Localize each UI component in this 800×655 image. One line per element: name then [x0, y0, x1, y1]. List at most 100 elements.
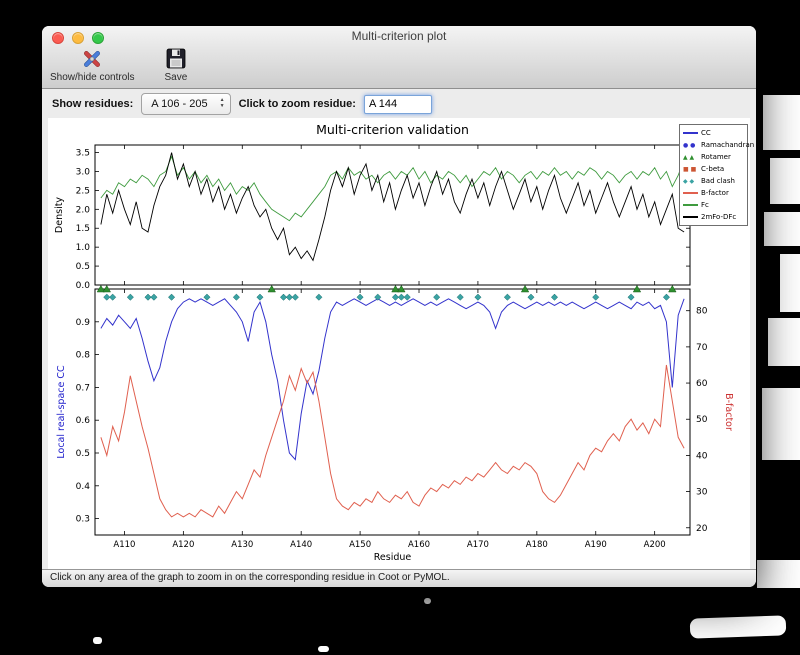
bad-clash-marker	[168, 293, 176, 301]
legend-label: Fc	[701, 201, 709, 209]
svg-text:A190: A190	[585, 540, 607, 550]
svg-text:2.5: 2.5	[76, 186, 90, 196]
svg-text:30: 30	[696, 488, 708, 498]
screen-artifact	[768, 318, 800, 366]
svg-text:A140: A140	[290, 540, 312, 550]
plot-canvas[interactable]: Multi-criterion validation 0.0 0.5 1.0 1.5 2.…	[48, 118, 750, 570]
legend-label: Rotamer	[701, 153, 731, 161]
screen-artifact	[424, 598, 431, 604]
bad-clash-marker	[592, 293, 600, 301]
screen-artifact	[764, 212, 800, 246]
svg-text:A170: A170	[467, 540, 489, 550]
bad-clash-marker	[109, 293, 117, 301]
bad-clash-marker	[474, 293, 482, 301]
svg-text:A110: A110	[113, 540, 135, 550]
bad-clash-marker	[203, 293, 211, 301]
bad-clash-marker	[232, 293, 240, 301]
bad-clash-marker	[285, 293, 293, 301]
screen-artifact	[770, 158, 800, 204]
svg-text:20: 20	[696, 524, 708, 534]
residue-axis-label: Residue	[374, 552, 412, 563]
legend-item: 2mFo-DFc	[683, 211, 745, 223]
residue-range-select[interactable]: A 106 - 205 ▲ ▼	[141, 93, 231, 115]
popup-stepper-icon: ▲ ▼	[219, 97, 225, 109]
svg-text:1.5: 1.5	[76, 224, 90, 234]
svg-text:A150: A150	[349, 540, 371, 550]
bad-clash-marker	[433, 293, 441, 301]
zoom-residue-label: Click to zoom residue:	[238, 98, 356, 110]
bad-clash-marker	[291, 293, 299, 301]
svg-text:80: 80	[696, 307, 708, 317]
legend-label: 2mFo-DFc	[701, 213, 737, 221]
bad-clash-marker	[391, 293, 399, 301]
save-button[interactable]: Save	[164, 47, 188, 83]
bottom-axes	[94, 288, 691, 536]
bad-clash-marker	[356, 293, 364, 301]
svg-text:70: 70	[696, 343, 708, 353]
bad-clash-marker	[550, 293, 559, 301]
legend-item: ● ● Ramachandran	[683, 139, 754, 151]
bad-clash-marker	[126, 293, 134, 301]
bad-clash-marker	[374, 293, 382, 301]
svg-text:0.4: 0.4	[76, 482, 91, 492]
screen-artifact	[757, 560, 800, 588]
legend-item: ◆ ◆ Bad clash	[683, 175, 745, 187]
svg-text:0.8: 0.8	[76, 351, 91, 361]
legend-line-glyph	[683, 216, 701, 218]
zoom-button[interactable]	[92, 32, 104, 44]
minimize-button[interactable]	[72, 32, 84, 44]
multi-criterion-plot-window: Multi-criterion plot Show/hide controls	[42, 26, 756, 587]
rotamer-marker	[102, 285, 112, 293]
legend-squares-glyph: ■ ■	[683, 165, 697, 173]
legend-item: ■ ■ C-beta	[683, 163, 745, 175]
svg-text:0.6: 0.6	[76, 416, 91, 426]
svg-text:A160: A160	[408, 540, 430, 550]
svg-text:0.9: 0.9	[76, 318, 91, 328]
bad-clash-marker	[627, 293, 635, 301]
svg-text:40: 40	[696, 451, 708, 461]
svg-text:0.0: 0.0	[76, 281, 91, 291]
bad-clash-marker	[456, 293, 464, 301]
bad-clash-marker	[103, 293, 111, 301]
screen-artifact	[93, 637, 102, 644]
rotamer-marker	[632, 285, 642, 293]
bad-clash-marker	[150, 293, 158, 301]
bad-clash-marker	[315, 293, 323, 301]
svg-text:60: 60	[696, 379, 708, 389]
svg-text:A200: A200	[644, 540, 666, 550]
show-hide-controls-label: Show/hide controls	[50, 72, 135, 83]
svg-text:0.3: 0.3	[76, 515, 90, 525]
legend-line-glyph	[683, 192, 701, 194]
rotamer-marker	[267, 285, 276, 293]
window-chrome: Multi-criterion plot Show/hide controls	[42, 26, 756, 89]
svg-text:2.0: 2.0	[76, 205, 91, 215]
zoom-residue-input[interactable]	[363, 94, 432, 114]
validation-plot-figure[interactable]: Multi-criterion validation 0.0 0.5 1.0 1.5 2.…	[48, 118, 754, 570]
residue-range-value: A 106 - 205	[151, 98, 208, 110]
svg-text:50: 50	[696, 415, 708, 425]
close-button[interactable]	[52, 32, 64, 44]
cc-axis-label: Local real-space CC	[56, 365, 67, 459]
legend-item: CC	[683, 127, 745, 139]
legend-triangles-glyph: ▲ ▲	[683, 153, 695, 161]
plot-title: Multi-criterion validation	[316, 122, 469, 137]
screen-artifact	[762, 388, 800, 460]
show-hide-controls-icon	[79, 47, 105, 72]
legend-label: B-factor	[701, 189, 729, 197]
svg-text:A130: A130	[231, 540, 253, 550]
titlebar[interactable]: Multi-criterion plot	[42, 26, 756, 46]
show-hide-controls-button[interactable]: Show/hide controls	[50, 47, 135, 83]
bad-clash-marker	[256, 293, 264, 301]
svg-text:3.5: 3.5	[76, 149, 90, 159]
rotamer-marker	[520, 285, 530, 293]
window-title: Multi-criterion plot	[351, 29, 447, 43]
bad-clash-marker	[144, 293, 152, 301]
screen-artifact	[689, 615, 787, 639]
svg-text:3.0: 3.0	[76, 167, 91, 177]
toolbar: Show/hide controls	[42, 46, 756, 84]
save-label: Save	[164, 72, 188, 83]
bad-clash-marker	[527, 293, 535, 301]
svg-text:A120: A120	[172, 540, 194, 550]
save-icon	[165, 47, 187, 72]
